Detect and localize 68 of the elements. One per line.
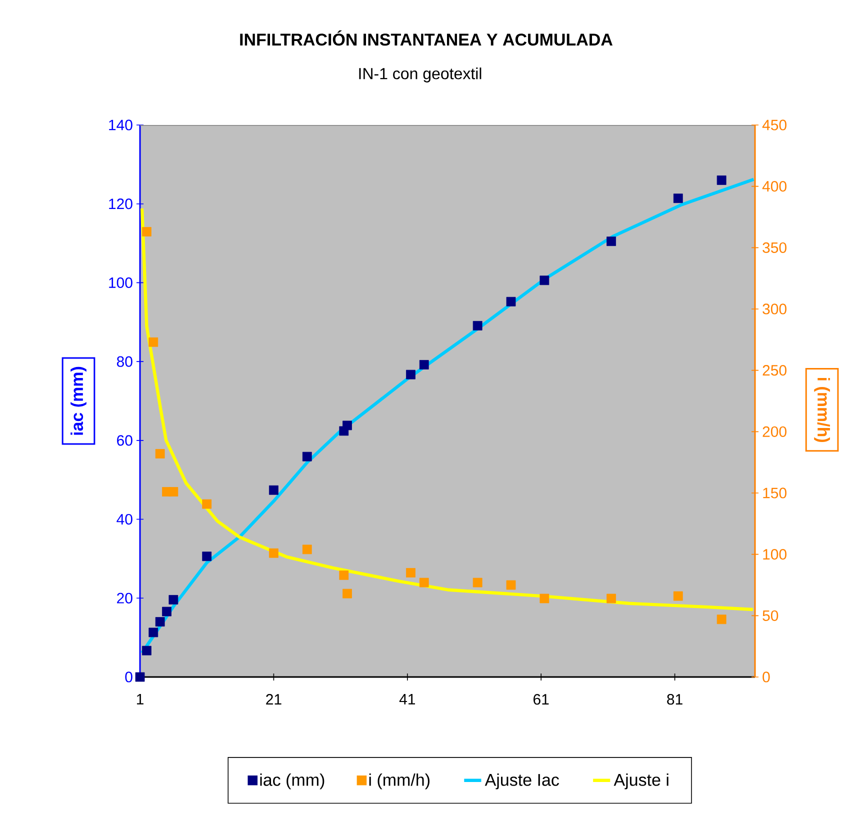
y2-tick-label: 200: [762, 426, 786, 437]
y2-tick-label: 400: [762, 181, 786, 192]
y2-axis-title: i (mm/h): [814, 378, 830, 442]
y2-tick-label: 350: [762, 242, 786, 253]
x-tick-label: 21: [266, 694, 282, 705]
x-tick-label: 41: [399, 694, 415, 704]
point: [716, 614, 726, 624]
point: [472, 578, 482, 588]
point: [606, 594, 616, 604]
legend-label: Ajuste Iac: [484, 773, 559, 790]
y-tick-label: 20: [117, 592, 132, 604]
legend-label: i (mm/h): [369, 773, 430, 790]
y-tick-label: 100: [109, 277, 132, 288]
x-tick-label: 61: [534, 694, 549, 705]
point: [472, 320, 482, 330]
legend-label: Ajuste i: [614, 773, 668, 790]
point: [673, 591, 683, 601]
point: [419, 578, 429, 588]
line-series: [140, 178, 756, 655]
y-tick-label: 0: [125, 672, 132, 682]
y2-tick-label: 150: [763, 488, 786, 498]
point: [302, 452, 312, 462]
line-series: [140, 206, 755, 612]
y2-tick-label: 0: [762, 672, 770, 682]
chart-subtitle: IN-1 con geotextil: [359, 68, 482, 82]
point: [168, 595, 178, 604]
point: [673, 194, 683, 204]
point: [302, 544, 312, 554]
x-tick-label: 1: [136, 694, 144, 704]
y-tick-label: 40: [116, 514, 132, 525]
point: [406, 568, 416, 578]
point: [540, 276, 550, 286]
y-tick-label: 140: [109, 120, 132, 130]
point: [342, 420, 352, 430]
y2-tick-label: 250: [762, 365, 786, 376]
point: [202, 499, 212, 509]
x-tick-label: 81: [667, 694, 682, 705]
point: [269, 548, 278, 558]
y2-tick-label: 450: [762, 120, 786, 130]
point: [142, 646, 152, 656]
point: [606, 236, 616, 246]
point: [135, 672, 145, 682]
y2-tick-label: 50: [762, 610, 778, 621]
y-axis-title: iac (mm): [70, 366, 86, 435]
y2-tick-label: 100: [763, 549, 786, 560]
y-tick-label: 80: [116, 356, 132, 367]
point: [148, 337, 158, 347]
point: [155, 617, 165, 626]
point: [168, 487, 178, 496]
point: [155, 449, 165, 458]
legend-label: iac (mm): [260, 773, 324, 790]
point: [419, 360, 429, 370]
y2-tick-label: 300: [762, 304, 786, 314]
point: [269, 485, 278, 495]
chart-title: INFILTRACIÓN INSTANTANEA Y ACUMULADA: [240, 30, 613, 46]
point: [506, 580, 516, 590]
point: [339, 570, 349, 580]
y-tick-label: 120: [109, 198, 132, 210]
point: [540, 594, 550, 604]
point: [716, 175, 726, 185]
point: [506, 296, 516, 306]
point: [406, 370, 416, 380]
point: [162, 606, 172, 616]
point: [148, 628, 158, 638]
y-tick-label: 60: [117, 435, 132, 446]
point: [142, 227, 152, 236]
point: [342, 588, 352, 598]
point: [202, 552, 212, 562]
